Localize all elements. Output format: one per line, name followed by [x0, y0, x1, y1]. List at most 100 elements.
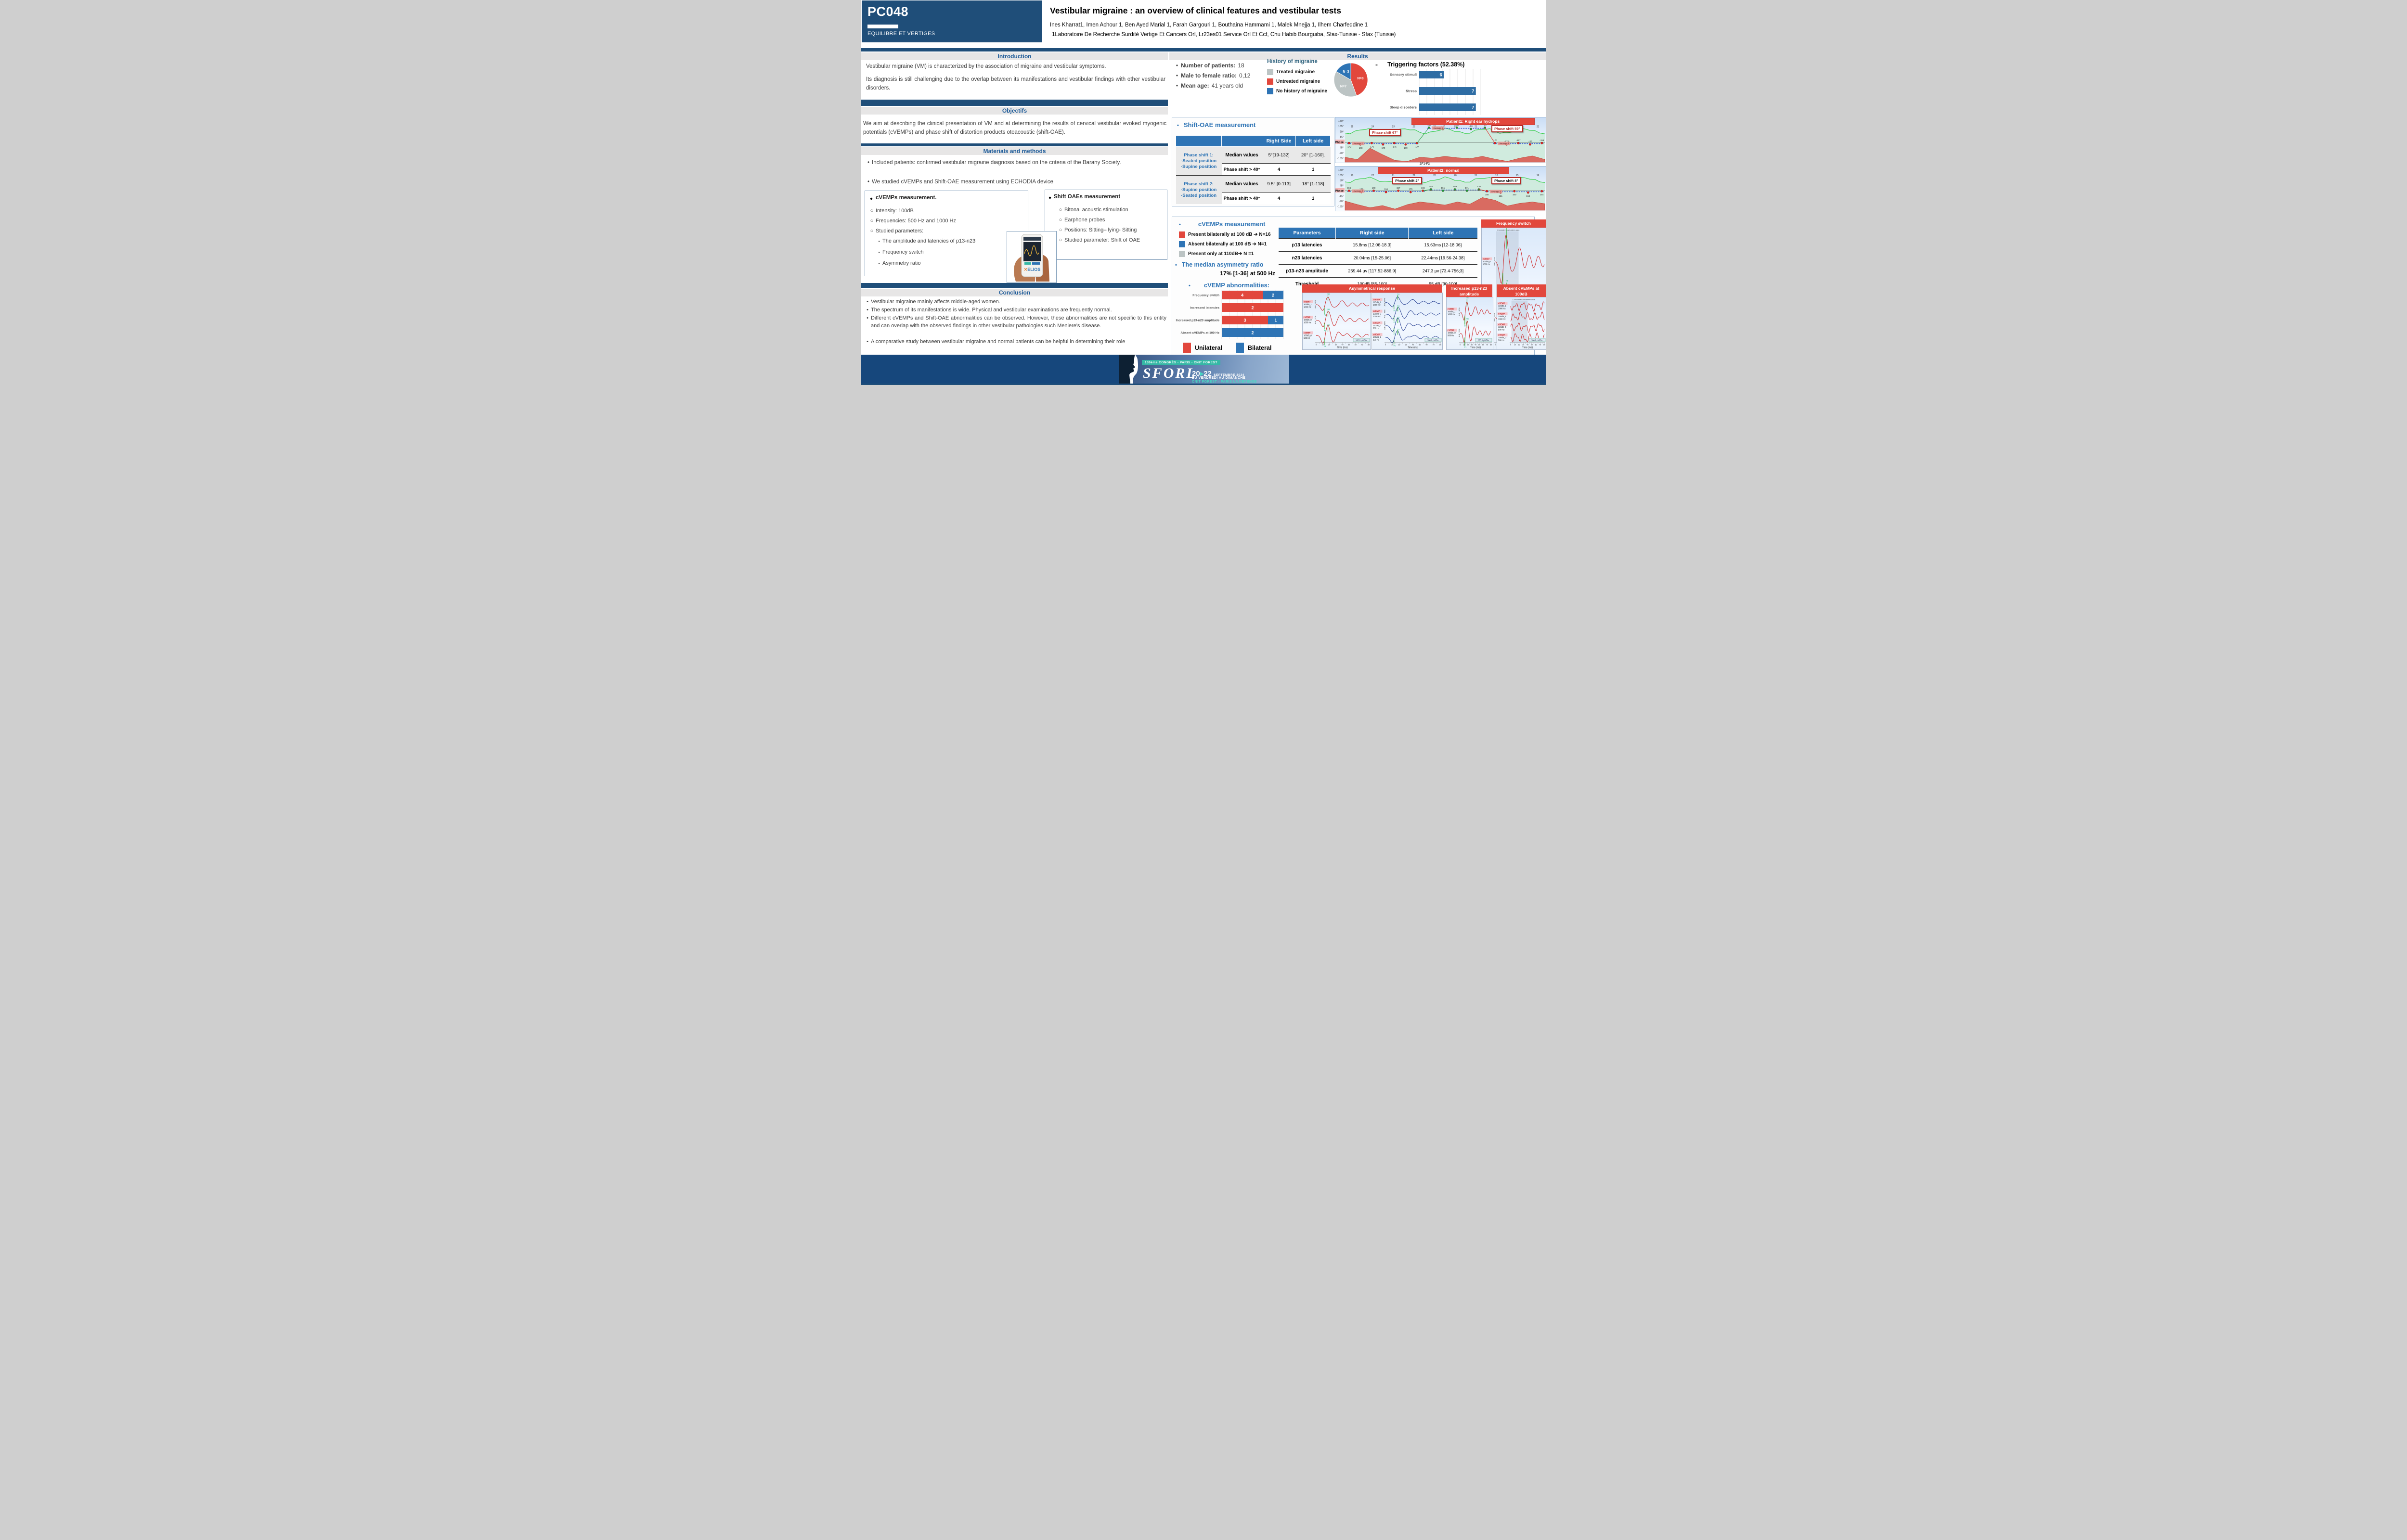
svg-text:60: 60 — [1355, 344, 1357, 346]
phase-top-label: 23 — [1392, 126, 1395, 128]
methods-bullet-2: • We studied cVEMPs and Shift-OAE measur… — [865, 178, 1165, 186]
svg-text:20: 20 — [1398, 344, 1400, 346]
ab-correlation-label: A-B : 46% — [1384, 309, 1386, 318]
svg-text:90°: 90° — [1340, 180, 1344, 182]
svg-text:10: 10 — [1463, 344, 1465, 346]
shift-box-item: Studied parameter: Shift of OAE — [1064, 237, 1140, 243]
phase-dot-label: 161 — [1441, 187, 1445, 189]
p1-marker: P1 — [1394, 345, 1396, 347]
phase-chart-title: Patient1: Right ear hydrops — [1411, 118, 1535, 125]
legend-label: No history of migraine — [1276, 89, 1328, 94]
device-logo-text: ELIOS — [1027, 267, 1040, 272]
svg-text:Phase: Phase — [1335, 190, 1344, 192]
waveform-trace — [1316, 325, 1369, 344]
n1-marker: N1 — [1466, 297, 1469, 299]
poster-authors: Ines Kharrat1, Imen Achour 1, Ben Ayed M… — [1050, 22, 1368, 28]
header-rule — [861, 48, 1546, 51]
unilateral-swatch — [1183, 343, 1191, 353]
poster-code: PC048 — [867, 4, 909, 19]
banner-line1: DU VENDREDI AU DIMANCHE — [1192, 376, 1246, 380]
demographic-row-2: • Male to female ratio: 0,12 — [1176, 72, 1251, 79]
bullet-dot: • — [1177, 123, 1179, 128]
intro-title: Introduction — [997, 53, 1032, 60]
parameter-value: 15.63ms [12-18.06] — [1408, 238, 1477, 252]
phase-top-label: 24 — [1372, 126, 1374, 128]
stacked-bar-segment — [1263, 291, 1283, 299]
square-bullet: ▪ — [878, 261, 880, 266]
uv-per-div-label: 250.0 μV/Div. — [1478, 339, 1489, 342]
shift-oae-method-box: • Shift OAEs measurement ○ Bitonal acoust… — [1045, 190, 1167, 260]
cvemps-box-item: Intensity: 100dB — [876, 208, 914, 214]
stacked-bar-segment — [1268, 316, 1283, 324]
trace-label: cVEMP — [1373, 334, 1380, 336]
p1-marker: P1 — [1394, 310, 1396, 312]
uv-per-div-label: 100.0 μV/Div. — [1356, 339, 1367, 342]
freq-switch-header: Frequency switch — [1481, 219, 1546, 228]
cvemps-table-header: Left side — [1408, 228, 1477, 239]
asym-blue-panel: cVEMP 110dB_1 1000 Hz A-B : 80% P1 N1 cVEMP 100… — [1372, 293, 1443, 350]
stacked-bar-value: 2 — [1251, 306, 1254, 310]
svg-text:60: 60 — [1426, 344, 1428, 346]
uv-per-div-label: 100.0 μV/Div. — [1531, 339, 1543, 342]
stacked-bar-segment — [1222, 316, 1268, 324]
phase-shift-annotation: Phase shift 2° — [1392, 177, 1422, 185]
results-dash: - — [1375, 61, 1378, 69]
svg-text:50: 50 — [1478, 344, 1480, 346]
history-of-migraine-pie: N=8 N=7 N=3 — [1333, 63, 1368, 97]
phase-top-label: 21 — [1475, 126, 1477, 128]
trace-label: cVEMP — [1498, 313, 1505, 315]
n1-marker: N1 — [1398, 328, 1400, 330]
phase-average-chip: Average 2 — [1354, 190, 1363, 192]
svg-text:80: 80 — [1439, 344, 1441, 346]
n1-marker: N1 — [1466, 318, 1469, 320]
n1-marker: N1 — [1398, 305, 1400, 307]
phase-dot-label: 159 — [1453, 185, 1457, 188]
legend-swatch — [1267, 78, 1273, 85]
phase-dot-label: 164 — [1384, 188, 1388, 191]
shift-g1-median-left: 20° [1-160]. — [1295, 146, 1331, 164]
svg-text:100dB_0: 100dB_0 — [1304, 334, 1312, 336]
phase-average-chip: Average 1 — [1354, 142, 1363, 145]
phase-dot — [1453, 188, 1456, 191]
svg-text:180°: 180° — [1338, 169, 1344, 172]
banner-dates: 20▸22 SEPTEMBRE 2024 — [1192, 370, 1244, 378]
svg-text:110dB_1: 110dB_1 — [1373, 301, 1381, 303]
trace-label: cVEMP — [1498, 323, 1505, 326]
svg-text:100dB_0: 100dB_0 — [1498, 336, 1506, 339]
phase-shift-annotation: Phase shift 59° — [1491, 125, 1523, 132]
cvemps-legend-item: Present only at 110dB➔ N =1 — [1179, 251, 1271, 257]
phase-chart-title: Patient2: normal — [1377, 167, 1510, 174]
svg-text:100dB_1: 100dB_1 — [1373, 336, 1381, 338]
parameter-name: p13 latencies — [1278, 238, 1336, 252]
svg-text:50: 50 — [1419, 344, 1421, 346]
footer-banner: 130ème CONGRÈS - PARIS - CNIT FOREST SFO… — [861, 355, 1546, 384]
patient1-phase-chart: 180° 135° 90° 45° Phase -45° -90° -135° 25 24 23 22… — [1335, 117, 1546, 163]
phase-dot-label: -110 — [1441, 125, 1445, 128]
p1-marker: P1 — [1324, 330, 1326, 332]
intro-p1: Vestibular migraine (VM) is characterize… — [866, 64, 1106, 69]
stacked-bar-value: 3 — [1243, 318, 1246, 323]
phase-dot-label: -159 — [1540, 139, 1544, 141]
svg-text:-45°: -45° — [1339, 147, 1344, 150]
bar-value-label: 7 — [1472, 89, 1474, 94]
circle-bullet: ○ — [870, 208, 874, 214]
objectives-title: Objectifs — [1002, 107, 1027, 114]
phase-average-chip: Average 3 — [1491, 191, 1501, 193]
shift-box-item: Earphone probes — [1064, 217, 1105, 223]
svg-text:0: 0 — [1460, 344, 1461, 346]
svg-text:0: 0 — [1495, 344, 1496, 346]
svg-text:-90°: -90° — [1339, 152, 1344, 155]
shift-g1-gt-label: Phase shift > 40° — [1221, 163, 1262, 176]
svg-text:180°: 180° — [1338, 120, 1344, 123]
n1-marker: N1 — [1328, 308, 1330, 310]
phase-dot-label: -179 — [1381, 147, 1385, 149]
asymmetry-value: 17% [1-36] at 500 Hz — [1220, 270, 1275, 277]
phase-dot — [1540, 190, 1543, 192]
waveform-trace — [1385, 318, 1441, 332]
n1-marker: N1 — [1506, 280, 1508, 282]
unilateral-label: Unilateral — [1195, 344, 1222, 351]
waveform-trace — [1385, 307, 1441, 320]
shift-g2-gt-label: Phase shift > 40° — [1221, 192, 1262, 204]
absent-panel: Correlation calculation area cVEMP 110dB_1… — [1497, 297, 1546, 350]
circle-bullet: ○ — [1059, 207, 1062, 213]
